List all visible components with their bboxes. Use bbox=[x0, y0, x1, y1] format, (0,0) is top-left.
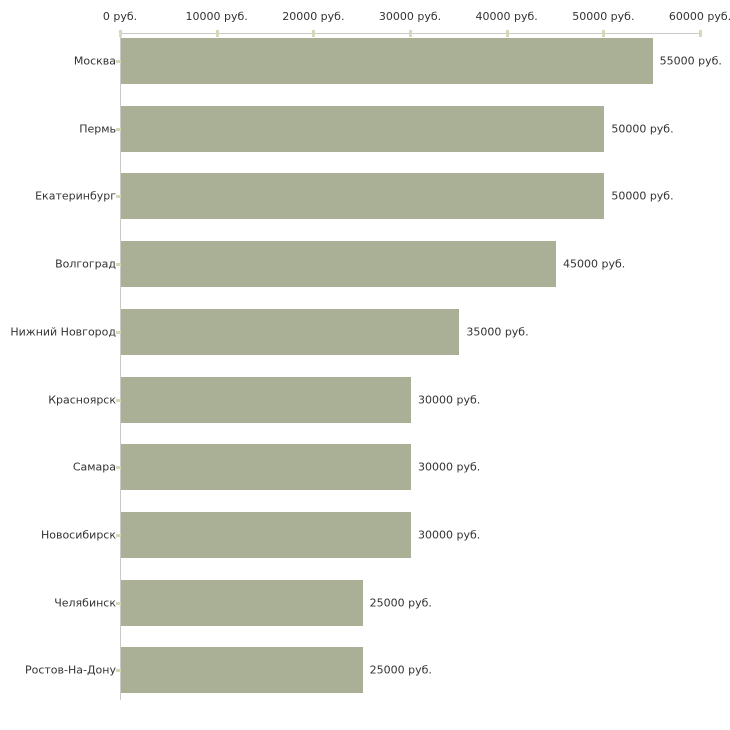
bar-2 bbox=[121, 105, 605, 152]
y-axis-line bbox=[120, 33, 121, 700]
bar-value-label: 55000 руб. bbox=[659, 54, 722, 68]
bar-value-label: 35000 руб. bbox=[466, 325, 529, 339]
category-tick-mark bbox=[116, 601, 121, 605]
bar-5 bbox=[121, 308, 460, 355]
bar-7 bbox=[121, 444, 411, 491]
x-axis-tick-label: 60000 руб. bbox=[668, 10, 730, 23]
x-axis-tick-label: 30000 руб. bbox=[378, 10, 442, 23]
category-label: Самара bbox=[72, 460, 116, 474]
bar-value-label: 25000 руб. bbox=[369, 596, 432, 610]
bar-4 bbox=[121, 241, 556, 288]
category-label: Волгоград bbox=[55, 257, 116, 271]
category-tick-mark bbox=[116, 466, 121, 470]
bar-value-label: 50000 руб. bbox=[611, 189, 674, 203]
category-tick-mark bbox=[116, 669, 121, 673]
bar-9 bbox=[121, 579, 363, 626]
category-label: Новосибирск bbox=[40, 528, 116, 542]
x-axis-tick-label: 50000 руб. bbox=[572, 10, 635, 23]
category-tick-mark bbox=[116, 127, 121, 131]
bar-value-label: 45000 руб. bbox=[563, 257, 626, 271]
x-axis-tick-label: 10000 руб. bbox=[185, 10, 248, 23]
category-tick-mark bbox=[116, 60, 121, 63]
bar-10 bbox=[121, 647, 363, 694]
bar-8 bbox=[121, 511, 411, 558]
bar-value-label: 25000 руб. bbox=[369, 663, 432, 677]
x-axis-tick-mark bbox=[312, 30, 316, 37]
x-axis-tick-mark bbox=[505, 30, 509, 37]
bar-value-label: 30000 руб. bbox=[418, 460, 481, 474]
category-label: Челябинск bbox=[54, 596, 116, 610]
category-label: Ростов-На-Дону bbox=[24, 663, 116, 677]
category-tick-mark bbox=[116, 195, 121, 199]
category-tick-mark bbox=[116, 330, 121, 334]
bar-value-label: 30000 руб. bbox=[418, 393, 481, 406]
x-axis-tick-label: 20000 руб. bbox=[282, 10, 345, 23]
category-label: Москва bbox=[73, 54, 116, 68]
x-axis-tick-mark bbox=[699, 30, 702, 37]
x-axis-tick-mark bbox=[215, 30, 219, 37]
category-label: Красноярск bbox=[48, 393, 116, 406]
bar-value-label: 30000 руб. bbox=[418, 528, 481, 542]
category-tick-mark bbox=[116, 533, 121, 537]
x-axis-tick-mark bbox=[602, 30, 606, 37]
bar-6 bbox=[121, 376, 411, 423]
x-axis-tick-label: 40000 руб. bbox=[475, 10, 538, 23]
x-axis-tick-mark bbox=[119, 30, 122, 37]
x-axis-tick-label: 0 руб. bbox=[102, 10, 138, 23]
category-tick-mark bbox=[116, 398, 121, 402]
category-label: Екатеринбург bbox=[35, 189, 116, 203]
x-axis-tick-mark bbox=[409, 30, 412, 37]
bar-1 bbox=[121, 38, 653, 84]
category-tick-mark bbox=[116, 263, 121, 267]
bar-3 bbox=[121, 173, 605, 220]
category-label: Нижний Новгород bbox=[10, 325, 116, 339]
bar-value-label: 50000 руб. bbox=[611, 122, 674, 136]
category-label: Пермь bbox=[79, 122, 116, 136]
